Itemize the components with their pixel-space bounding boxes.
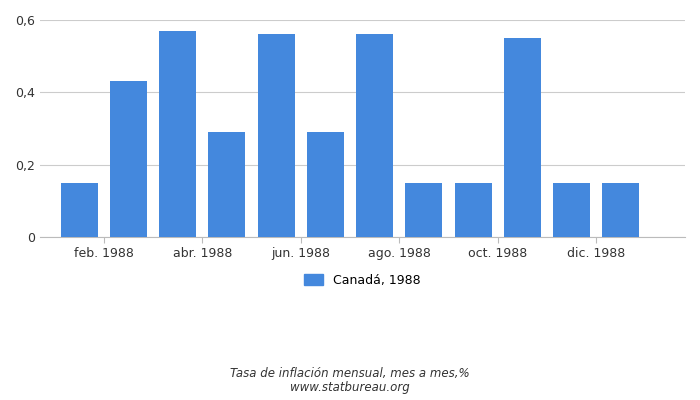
- Bar: [553, 183, 590, 237]
- Bar: [405, 183, 442, 237]
- Bar: [307, 132, 344, 237]
- Legend: Canadá, 1988: Canadá, 1988: [299, 268, 426, 292]
- Bar: [61, 183, 97, 237]
- Text: Tasa de inflación mensual, mes a mes,%: Tasa de inflación mensual, mes a mes,%: [230, 368, 470, 380]
- Bar: [455, 183, 491, 237]
- Bar: [603, 183, 639, 237]
- Bar: [258, 34, 295, 237]
- Text: www.statbureau.org: www.statbureau.org: [290, 382, 410, 394]
- Bar: [159, 31, 196, 237]
- Bar: [209, 132, 246, 237]
- Bar: [110, 82, 147, 237]
- Bar: [504, 38, 541, 237]
- Bar: [356, 34, 393, 237]
